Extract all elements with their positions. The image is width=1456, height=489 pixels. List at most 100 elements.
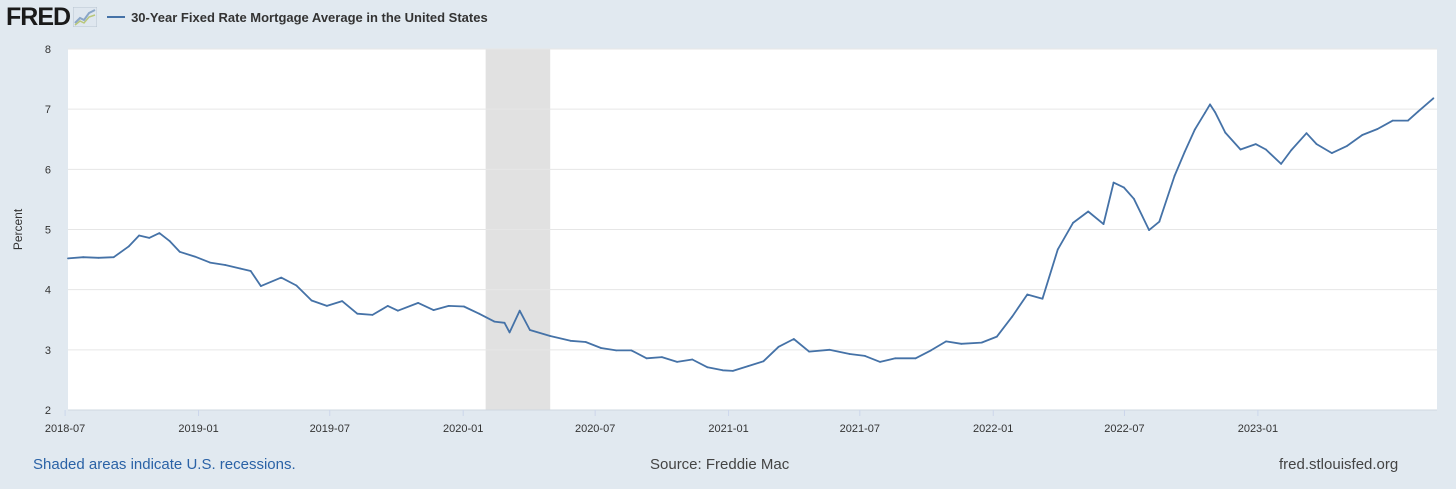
data-point (792, 338, 795, 340)
y-tick-label: 2 (45, 405, 51, 417)
data-point (280, 276, 283, 279)
data-point (645, 357, 648, 360)
data-point (1290, 149, 1293, 152)
data-point (397, 309, 399, 312)
data-point (503, 321, 506, 324)
data-point (1331, 152, 1333, 155)
data-point (112, 256, 115, 259)
data-point (980, 341, 983, 344)
data-point (508, 331, 511, 334)
data-point (1417, 110, 1419, 113)
data-point (894, 357, 897, 360)
data-point (569, 339, 572, 342)
x-tick-label: 2021-01 (708, 423, 748, 435)
data-point (432, 309, 435, 311)
data-point (1214, 111, 1216, 114)
data-point (1112, 181, 1115, 184)
x-tick-label: 2018-07 (45, 423, 85, 435)
data-point (326, 305, 328, 307)
data-point (1432, 97, 1435, 100)
data-point (1056, 248, 1059, 251)
data-point (158, 232, 161, 235)
data-point (706, 366, 709, 369)
y-tick-label: 6 (45, 164, 51, 176)
data-point (1011, 315, 1013, 318)
chart-legend[interactable]: 30-Year Fixed Rate Mortgage Average in t… (107, 10, 488, 25)
x-tick-label: 2020-07 (575, 423, 615, 435)
data-point (1239, 148, 1242, 151)
x-tick-label: 2022-01 (973, 423, 1013, 435)
data-point (1102, 223, 1105, 226)
data-point (661, 356, 663, 358)
data-point (600, 347, 602, 349)
data-point (127, 245, 130, 248)
y-tick-label: 5 (45, 225, 51, 237)
data-point (1254, 143, 1257, 146)
site-link[interactable]: fred.stlouisfed.org (1279, 456, 1399, 473)
series-line-mortgage-rate[interactable] (67, 97, 1434, 372)
x-tick-label: 2019-07 (310, 423, 350, 435)
data-point (1122, 186, 1125, 189)
data-point (1391, 119, 1394, 122)
data-point (194, 255, 196, 258)
x-tick-label: 2021-07 (840, 423, 880, 435)
data-point (864, 355, 866, 357)
data-point (1193, 128, 1196, 131)
data-point (1133, 197, 1135, 200)
data-point (732, 370, 734, 372)
data-point (356, 312, 359, 315)
data-point (386, 305, 389, 307)
data-point (463, 305, 465, 308)
line-chart[interactable]: 2 3 4 5 6 7 8 2018-07 2019-01 2019-07 2020-01 2020… (0, 0, 1456, 450)
y-tick-label: 3 (45, 345, 51, 357)
data-point (747, 365, 749, 367)
data-point (1407, 119, 1409, 122)
data-point (691, 358, 694, 361)
x-tick-label: 2019-01 (178, 423, 218, 435)
data-point (67, 257, 69, 260)
data-point (239, 267, 242, 270)
data-point (996, 335, 998, 338)
data-point (260, 285, 262, 287)
x-axis-ticks: 2018-07 2019-01 2019-07 2020-01 2020-07 2021-… (45, 410, 1278, 435)
data-point (447, 305, 450, 307)
data-point (1173, 175, 1176, 177)
data-point (249, 270, 252, 272)
data-point (1361, 134, 1364, 136)
data-point (1183, 151, 1186, 153)
y-tick-label: 8 (45, 44, 51, 56)
x-tick-label: 2020-01 (443, 423, 483, 435)
data-point (224, 264, 227, 266)
data-point (960, 342, 963, 345)
legend-line-swatch (107, 16, 126, 18)
data-point (1209, 103, 1211, 106)
data-point (1026, 293, 1029, 296)
data-point (615, 349, 618, 352)
fred-logo[interactable]: FRED (6, 2, 71, 31)
data-point (1204, 111, 1206, 114)
data-point (945, 340, 947, 343)
data-point (1315, 143, 1318, 146)
data-point (478, 312, 480, 315)
data-point (777, 345, 780, 348)
legend-series-label: 30-Year Fixed Rate Mortgage Average in t… (131, 9, 488, 25)
gridlines (68, 48, 1437, 411)
data-point (879, 361, 881, 363)
data-point (82, 256, 85, 259)
data-points (67, 97, 1435, 372)
data-point (371, 314, 374, 316)
x-tick-label: 2022-07 (1104, 423, 1144, 435)
data-point (848, 353, 851, 355)
data-point (549, 335, 552, 337)
data-point (808, 350, 810, 353)
data-point (584, 341, 587, 343)
data-point (1087, 210, 1090, 213)
data-point (341, 300, 343, 302)
y-tick-label: 4 (45, 285, 51, 297)
data-point (148, 237, 151, 239)
recession-note[interactable]: Shaded areas indicate U.S. recessions. (33, 456, 296, 473)
data-point (721, 369, 724, 372)
data-point (493, 320, 496, 323)
data-point (762, 360, 765, 363)
data-point (417, 302, 420, 304)
